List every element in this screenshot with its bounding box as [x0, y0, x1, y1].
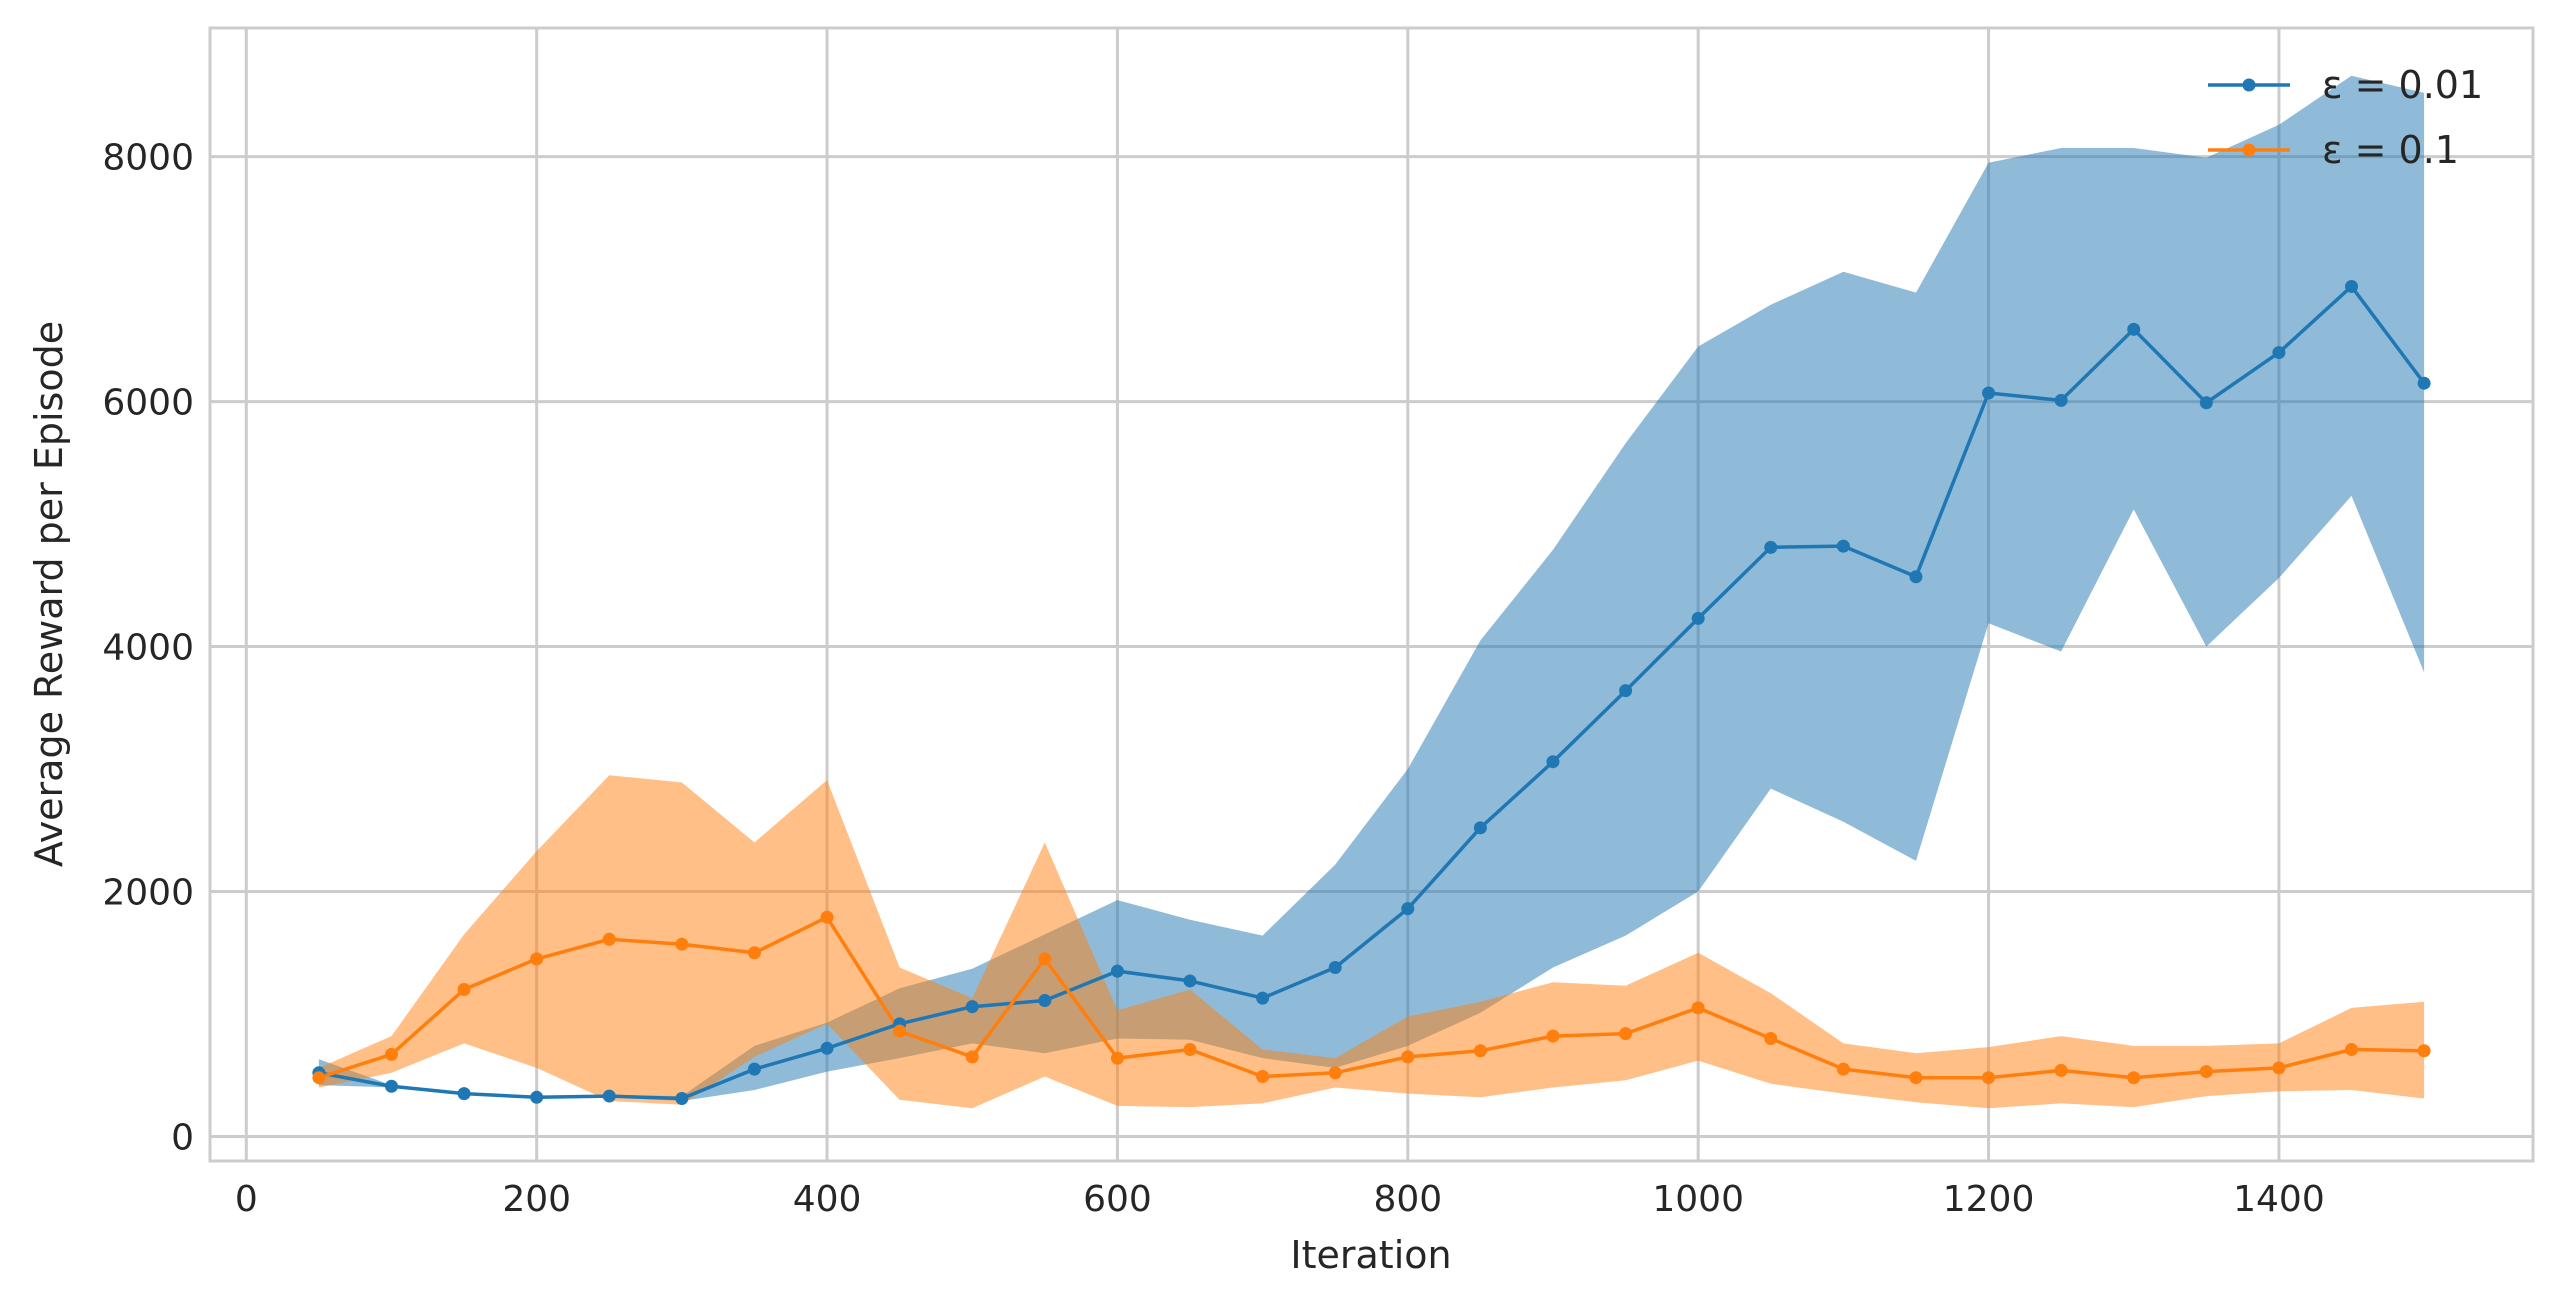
data-point-series-1: [1256, 991, 1270, 1005]
data-point-series-1: [602, 1089, 616, 1103]
x-tick-label: 1000: [1652, 1179, 1744, 1220]
line-series-2: [318, 915, 2425, 1080]
data-point-series-2: [384, 1047, 398, 1061]
data-point-series-1: [1546, 755, 1560, 769]
data-point-series-1: [820, 1041, 834, 1055]
data-point-series-2: [675, 937, 689, 951]
data-point-series-1: [1691, 611, 1705, 625]
y-tick-label: 8000: [102, 138, 194, 179]
data-point-series-1: [1401, 902, 1415, 916]
legend: ε = 0.01 ε = 0.1: [2208, 63, 2483, 172]
data-point-series-2: [1473, 1044, 1487, 1058]
data-point-series-1: [1110, 964, 1124, 978]
data-point-series-2: [1619, 1027, 1633, 1041]
x-tick-label: 0: [235, 1179, 258, 1220]
data-point-series-2: [2054, 1063, 2068, 1077]
line-series-1: [318, 284, 2426, 1101]
data-point-series-2: [312, 1071, 326, 1085]
data-point-series-2: [1546, 1029, 1560, 1043]
x-tick-label: 200: [502, 1179, 571, 1220]
data-point-series-1: [1836, 539, 1850, 553]
data-point-series-1: [1909, 570, 1923, 584]
data-point-series-1: [1982, 386, 1996, 400]
data-point-series-2: [2417, 1044, 2431, 1058]
x-axis-label: Iteration: [1290, 1233, 1451, 1277]
data-point-series-2: [965, 1050, 979, 1064]
x-tick-label: 1400: [2233, 1179, 2325, 1220]
y-tick-label: 0: [171, 1118, 194, 1159]
band-series-1: [318, 75, 2425, 1101]
y-tick-label: 4000: [102, 628, 194, 669]
data-point-series-2: [1401, 1050, 1415, 1064]
data-point-series-2: [1836, 1062, 1850, 1076]
data-point-series-1: [2127, 322, 2141, 336]
x-tick-label: 600: [1083, 1179, 1152, 1220]
legend-swatch-marker: [2242, 78, 2256, 92]
y-tick-label: 6000: [102, 383, 194, 424]
data-point-series-2: [457, 983, 471, 997]
data-point-series-2: [1691, 1001, 1705, 1015]
x-tick-label: 400: [793, 1179, 862, 1220]
data-point-series-1: [2199, 396, 2213, 410]
data-point-series-2: [893, 1024, 907, 1038]
series-markers: [312, 279, 2431, 1106]
data-point-series-1: [1473, 821, 1487, 835]
data-point-series-2: [1110, 1051, 1124, 1065]
data-point-series-2: [1038, 952, 1052, 966]
data-point-series-1: [2054, 393, 2068, 407]
data-point-series-2: [1909, 1071, 1923, 1085]
data-point-series-1: [530, 1090, 544, 1104]
data-point-series-1: [457, 1087, 471, 1101]
data-point-series-1: [965, 1000, 979, 1014]
confidence-bands: [318, 75, 2425, 1109]
data-point-series-1: [1764, 540, 1778, 554]
legend-swatch-marker: [2242, 143, 2256, 157]
data-point-series-1: [2345, 279, 2359, 293]
legend-label: ε = 0.01: [2322, 63, 2483, 107]
y-tick-label: 2000: [102, 873, 194, 914]
x-tick-label: 1200: [1943, 1179, 2035, 1220]
data-point-series-1: [2272, 346, 2286, 360]
data-point-series-2: [820, 910, 834, 924]
data-point-series-2: [530, 952, 544, 966]
legend-label: ε = 0.1: [2322, 128, 2459, 172]
data-point-series-1: [1038, 994, 1052, 1008]
data-point-series-1: [1183, 974, 1197, 988]
data-point-series-1: [1328, 960, 1342, 974]
data-point-series-2: [2199, 1065, 2213, 1079]
band-series-2: [318, 775, 2425, 1109]
data-point-series-1: [2417, 376, 2431, 390]
data-point-series-2: [1256, 1069, 1270, 1083]
data-point-series-1: [747, 1062, 761, 1076]
data-point-series-2: [2272, 1061, 2286, 1075]
y-axis-label: Average Reward per Episode: [27, 321, 71, 867]
y-tick-labels: 0 2000 4000 6000 8000: [102, 138, 194, 1159]
data-point-series-2: [2345, 1043, 2359, 1057]
data-point-series-2: [1328, 1066, 1342, 1080]
series-lines: [318, 284, 2426, 1101]
data-point-series-2: [1183, 1043, 1197, 1057]
x-tick-label: 800: [1373, 1179, 1442, 1220]
data-point-series-2: [747, 946, 761, 960]
data-point-series-1: [675, 1092, 689, 1106]
data-point-series-2: [2127, 1071, 2141, 1085]
x-tick-labels: 0 200 400 600 800 1000 1200 1400: [235, 1179, 2325, 1220]
data-point-series-2: [1764, 1032, 1778, 1046]
data-point-series-1: [384, 1079, 398, 1093]
plot-frame: [208, 26, 2535, 1163]
data-point-series-2: [1982, 1071, 1996, 1085]
data-point-series-1: [1619, 684, 1633, 698]
data-point-series-2: [602, 932, 616, 946]
